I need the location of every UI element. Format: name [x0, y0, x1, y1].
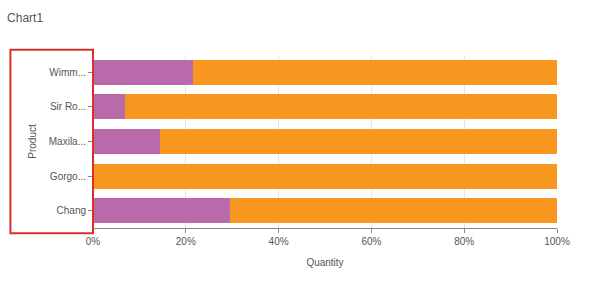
svg-text:Quantity: Quantity: [306, 257, 343, 268]
svg-text:Gorgo...: Gorgo...: [50, 171, 86, 182]
svg-text:0%: 0%: [86, 236, 101, 247]
svg-text:60%: 60%: [361, 236, 381, 247]
svg-text:40%: 40%: [269, 236, 289, 247]
svg-text:Sir Ro...: Sir Ro...: [50, 101, 86, 112]
svg-text:Wimm...: Wimm...: [49, 67, 86, 78]
svg-text:Product: Product: [27, 124, 38, 159]
svg-text:Maxila...: Maxila...: [49, 136, 86, 147]
svg-text:Chang: Chang: [57, 205, 86, 216]
svg-text:100%: 100%: [544, 236, 570, 247]
svg-text:20%: 20%: [176, 236, 196, 247]
svg-text:Chart1: Chart1: [7, 11, 43, 25]
svg-text:80%: 80%: [454, 236, 474, 247]
